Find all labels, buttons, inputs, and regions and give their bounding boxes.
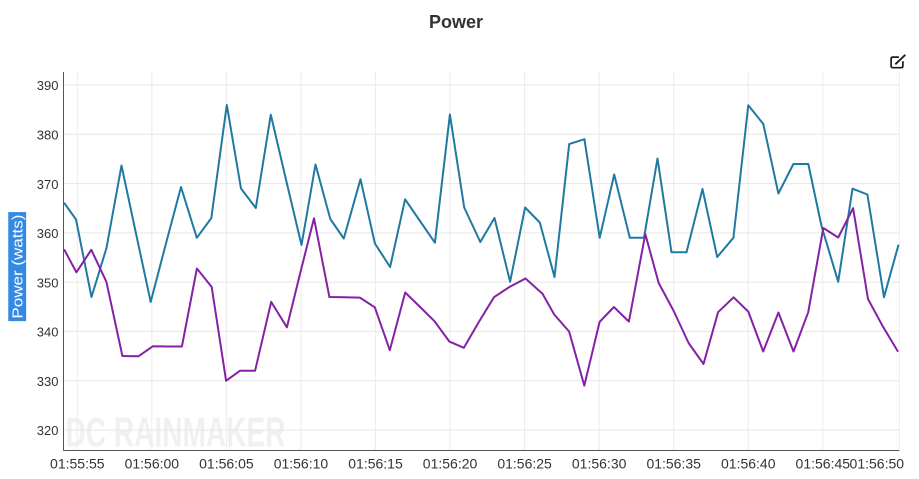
svg-text:390: 390 [37, 78, 59, 93]
svg-text:01:56:10: 01:56:10 [274, 455, 329, 471]
svg-text:370: 370 [37, 177, 59, 192]
svg-text:01:56:35: 01:56:35 [646, 455, 701, 471]
svg-text:380: 380 [37, 128, 59, 143]
svg-text:360: 360 [37, 226, 59, 241]
svg-text:01:56:45: 01:56:45 [796, 455, 851, 471]
svg-text:340: 340 [37, 325, 59, 340]
svg-text:330: 330 [37, 374, 59, 389]
svg-text:320: 320 [37, 423, 59, 438]
svg-text:01:56:20: 01:56:20 [423, 455, 478, 471]
svg-text:Power: Power [429, 12, 483, 32]
svg-text:01:56:30: 01:56:30 [572, 455, 627, 471]
svg-text:01:55:55: 01:55:55 [50, 455, 105, 471]
svg-text:Power (watts): Power (watts) [9, 215, 26, 319]
svg-text:01:56:40: 01:56:40 [721, 455, 776, 471]
svg-text:01:56:25: 01:56:25 [497, 455, 552, 471]
svg-text:DC RAINMAKER: DC RAINMAKER [66, 409, 286, 456]
svg-text:350: 350 [37, 275, 59, 290]
svg-text:01:56:15: 01:56:15 [348, 455, 403, 471]
svg-text:01:56:50: 01:56:50 [850, 455, 905, 471]
svg-text:01:56:05: 01:56:05 [199, 455, 254, 471]
svg-text:01:56:00: 01:56:00 [125, 455, 180, 471]
